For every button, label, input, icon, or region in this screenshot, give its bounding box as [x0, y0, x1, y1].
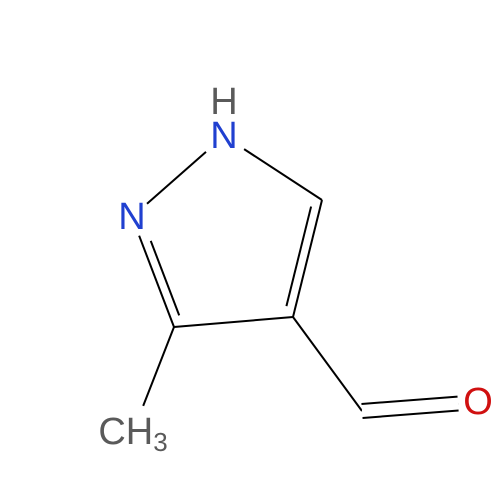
atom-label-h: H — [210, 81, 237, 123]
bond-mask — [362, 404, 458, 411]
molecule-canvas: NNCH3OH — [0, 0, 500, 500]
bond — [139, 236, 174, 327]
svg-text:O: O — [463, 381, 493, 423]
bond — [244, 149, 322, 200]
svg-text:CH3: CH3 — [98, 411, 167, 457]
bond — [293, 317, 362, 411]
bond — [361, 397, 457, 404]
bond — [147, 152, 206, 204]
atom-label: O — [463, 381, 493, 423]
atom-label: N — [118, 196, 145, 238]
svg-text:N: N — [118, 196, 145, 238]
bond — [143, 327, 174, 406]
bond — [363, 411, 459, 418]
bond — [174, 317, 293, 327]
atom-label: CH3 — [98, 411, 167, 457]
